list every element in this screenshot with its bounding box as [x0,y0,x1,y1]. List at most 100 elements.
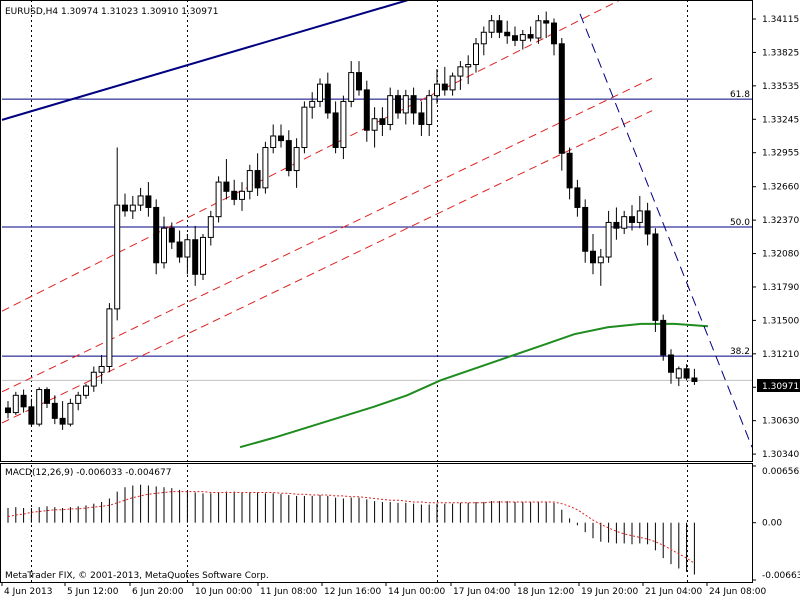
candle-body [379,118,386,125]
price-tick-label: 1.32370 [762,216,799,226]
candle-body [176,241,183,258]
candle-body [434,83,440,97]
candle-body [527,34,534,39]
candle-body [51,402,58,419]
candle-body [574,187,581,208]
fib-level-label: 50.0 [730,218,750,228]
candle-body [675,368,682,379]
candle-body [636,210,643,223]
candle-body [317,83,323,102]
candle-body [270,135,277,149]
candle-body [621,216,628,229]
macd-tick-label: -0.006633 [762,571,800,581]
candle-body [83,385,89,396]
candle-body [239,190,245,200]
trendlines [1,0,753,448]
candle-body [129,204,136,212]
candle-body [137,195,144,206]
candle-body [410,95,417,114]
price-tick-label: 1.33825 [762,48,799,58]
candle-body [309,100,316,108]
macd-signal-line [7,491,695,564]
price-tick-label: 1.32080 [762,250,799,260]
candle-body [652,233,659,321]
macd-tick-label: 0.00 [762,519,782,529]
candle-body [543,20,550,24]
candle-body [59,417,66,425]
candle-body [332,112,339,149]
time-tick-label: 12 Jun 16:00 [324,587,381,597]
price-tick-label: 1.32660 [762,183,799,193]
time-tick-label: 18 Jun 12:00 [517,587,574,597]
candle-body [519,34,526,41]
candle-body [660,319,667,356]
price-tick-label: 1.33535 [762,82,799,92]
candle-body [254,170,261,189]
candle-body [629,216,635,223]
candle-body [605,221,612,258]
candle-body [558,43,565,154]
candle-body [168,227,175,243]
candle-body [480,31,487,45]
copyright-text: MetaTrader FIX, © 2001-2013, MetaQuotes … [5,571,269,581]
time-axis[interactable]: 4 Jun 2013 5 Jun 12:00 6 Jun 20:00 10 Jun 0… [1,582,766,597]
candle-body [683,368,690,379]
macd-header: MACD(12,26,9) -0.006033 -0.004677 [5,468,171,478]
candle-body [668,354,674,373]
candle-body [44,389,50,404]
candle-body [488,20,495,33]
fib-level-label: 38.2 [730,347,750,357]
candle-body [363,89,370,131]
candle-body [200,236,206,275]
channel-line [1,110,653,424]
time-tick-label: 6 Jun 20:00 [132,587,184,597]
candle-body [90,371,97,387]
candle-body [441,83,448,91]
candle-body [473,43,479,66]
candle-body [371,118,378,131]
time-tick-label: 5 Jun 12:00 [67,587,119,597]
price-tick-label: 1.30630 [762,417,799,427]
price-tick-label: 1.31500 [762,316,799,326]
candle-body [122,204,128,212]
candle-body [98,365,105,373]
current-price-label: 1.30971 [757,379,800,392]
fib-level-label: 61.8 [730,90,750,100]
candle-body [348,72,355,102]
candle-body [278,135,284,142]
candle-body [512,35,518,41]
candle-body [551,22,557,45]
candle-body [293,147,300,172]
time-tick-label: 19 Jun 20:00 [581,587,638,597]
moving-average [239,322,709,449]
candle-body [28,406,35,425]
candle-body [457,66,464,77]
candle-body [395,95,401,114]
candle-body [582,206,589,252]
channel-line [1,0,622,312]
time-tick-label: 11 Jun 08:00 [260,587,317,597]
upper-trendline [1,0,412,121]
candle-body [566,152,573,189]
descending-trendline [579,13,753,448]
svg-text:1.30971: 1.30971 [762,382,799,392]
candle-body [418,112,425,125]
candlesticks [5,11,698,430]
price-tick-label: 1.32955 [762,149,799,159]
candle-body [106,308,113,367]
candle-body [387,95,394,125]
candle-body [215,181,222,218]
time-tick-label: 10 Jun 00:00 [195,587,252,597]
candle-body [262,147,269,189]
candle-body [223,181,230,192]
candle-body [324,83,331,114]
candle-body [231,190,238,200]
candle-body [340,100,347,149]
macd-tick-label: 0.006562 [762,467,800,477]
candle-body [597,256,604,264]
moving-average-line [239,322,709,449]
price-tick-label: 1.34115 [762,15,799,25]
macd-indicator [7,484,695,575]
